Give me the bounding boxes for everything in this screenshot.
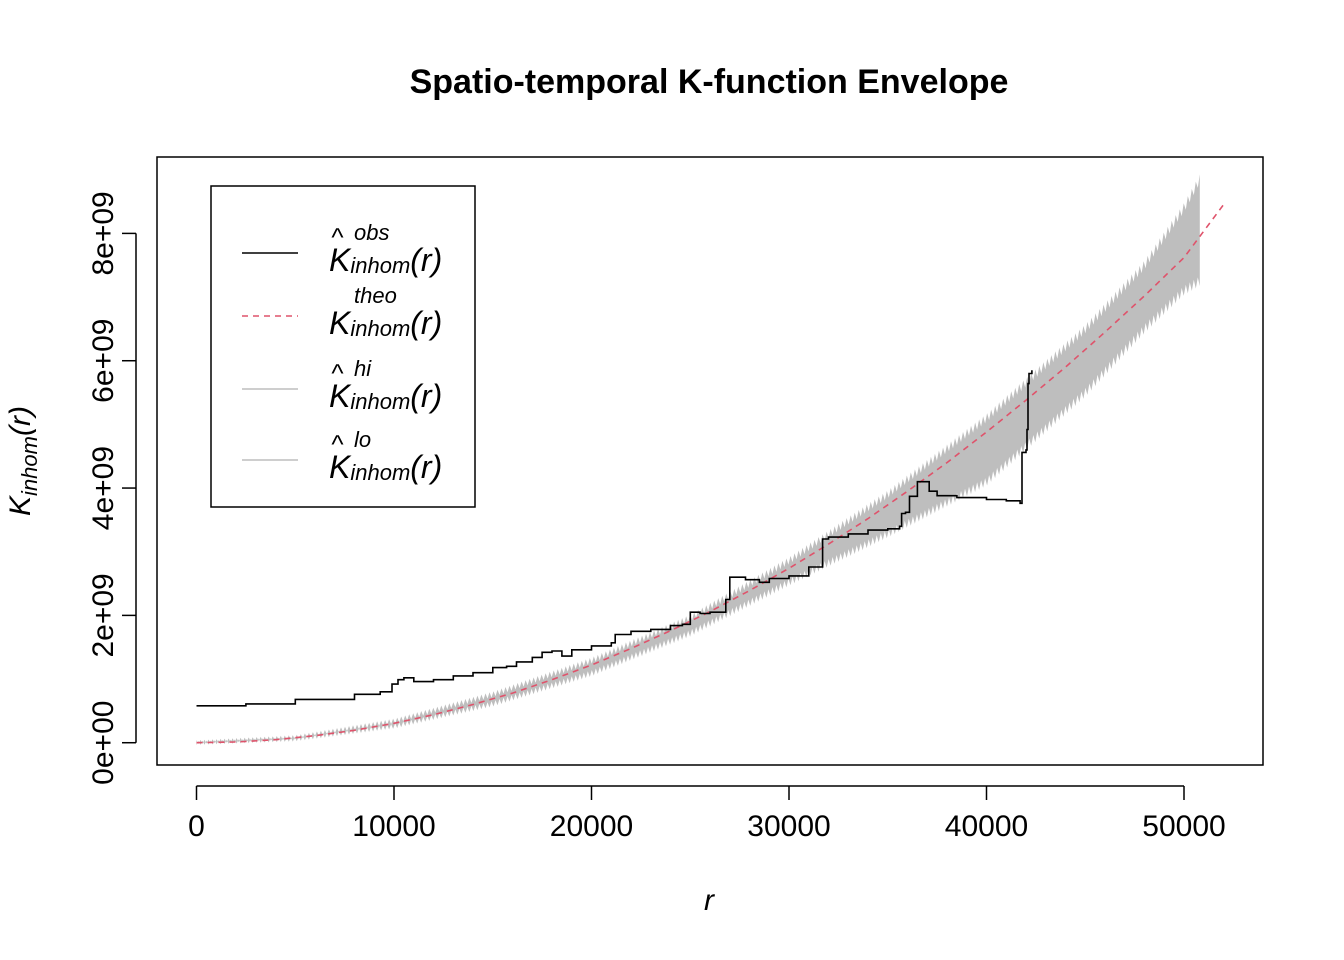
y-axis: 0e+00 2e+09 4e+09 6e+09 8e+09	[87, 191, 137, 785]
plot-area	[156, 156, 1264, 766]
chart-title: Spatio-temporal K-function Envelope	[410, 63, 1009, 101]
legend-hat-lo: ^	[331, 429, 344, 459]
envelope-band	[196, 174, 1200, 746]
x-axis: 0 10000 20000 30000 40000 50000	[188, 785, 1226, 843]
x-tick-label: 40000	[945, 810, 1028, 843]
legend-sup-hi: hi	[354, 356, 372, 381]
legend-sup-obs: obs	[354, 220, 389, 245]
x-tick-label: 50000	[1142, 810, 1225, 843]
legend-sup-lo: lo	[354, 427, 371, 452]
x-tick-label: 30000	[747, 810, 830, 843]
legend-box	[210, 185, 476, 508]
series-theo-line	[196, 204, 1225, 744]
legend-label-theo: Kinhom(r)	[329, 305, 442, 341]
x-tick-label: 20000	[550, 810, 633, 843]
y-axis-label: Kinhom(r)	[4, 406, 42, 516]
x-axis-label: r	[704, 884, 715, 917]
y-tick-label: 2e+09	[87, 573, 120, 657]
y-tick-label: 8e+09	[87, 191, 120, 275]
y-tick-label: 6e+09	[87, 319, 120, 403]
x-tick-label: 10000	[352, 810, 435, 843]
x-tick-label: 0	[188, 810, 205, 843]
legend-label-obs: Kinhom(r)	[329, 242, 442, 278]
y-tick-label: 4e+09	[87, 446, 120, 530]
y-tick-label: 0e+00	[87, 701, 120, 785]
legend-label-hi: Kinhom(r)	[329, 378, 442, 414]
series-obs-line	[196, 370, 1033, 707]
legend: Kinhom(r)obs^Kinhom(r)theoKinhom(r)hi^Ki…	[210, 185, 476, 508]
y-axis-label-text: Kinhom(r)	[4, 406, 42, 516]
plot-frame	[156, 156, 1264, 766]
legend-label-lo: Kinhom(r)	[329, 449, 442, 485]
legend-hat-obs: ^	[331, 222, 344, 252]
legend-sup-theo: theo	[354, 283, 397, 308]
legend-hat-hi: ^	[331, 358, 344, 388]
